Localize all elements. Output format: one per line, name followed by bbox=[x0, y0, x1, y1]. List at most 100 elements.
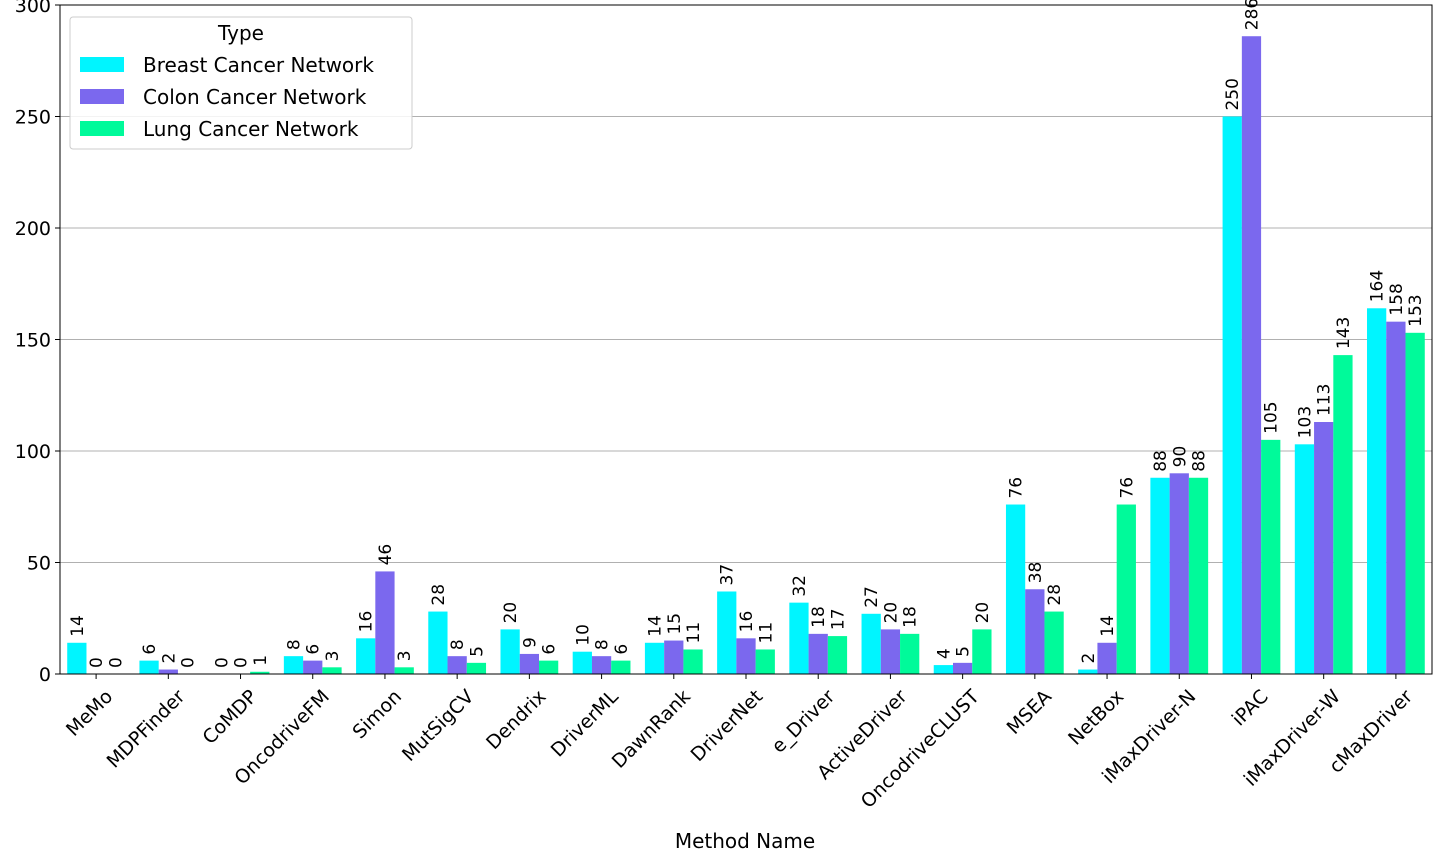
bar-value-label: 15 bbox=[665, 613, 685, 635]
bar-value-label: 143 bbox=[1334, 317, 1354, 349]
x-tick-label: DriverML bbox=[547, 685, 623, 761]
y-tick-label: 200 bbox=[15, 218, 51, 240]
bar bbox=[644, 642, 665, 674]
bar-value-label: 17 bbox=[828, 608, 848, 630]
x-tick-label: e_Driver bbox=[767, 685, 839, 757]
legend-title: Type bbox=[217, 21, 264, 45]
bar-value-label: 27 bbox=[862, 586, 882, 608]
bar bbox=[158, 669, 178, 674]
bar bbox=[1025, 589, 1045, 674]
bar-value-label: 286 bbox=[1242, 0, 1262, 30]
bar-value-label: 4 bbox=[934, 648, 954, 659]
legend-swatch bbox=[80, 121, 124, 136]
bar bbox=[683, 649, 703, 674]
bar bbox=[900, 633, 920, 674]
legend-swatch bbox=[80, 89, 124, 104]
bar-value-label: 6 bbox=[540, 644, 560, 655]
bar bbox=[808, 633, 828, 674]
bar bbox=[250, 671, 270, 674]
bar-value-label: 28 bbox=[1045, 584, 1065, 606]
plot-frame bbox=[59, 4, 1433, 675]
bar-value-label: 3 bbox=[395, 650, 415, 661]
legend-label: Breast Cancer Network bbox=[143, 53, 374, 77]
bar-value-label: 37 bbox=[718, 564, 738, 586]
bar-value-label: 9 bbox=[520, 637, 540, 648]
bar bbox=[67, 642, 87, 674]
bar-value-label: 76 bbox=[1117, 477, 1137, 499]
bar-value-label: 28 bbox=[429, 584, 449, 606]
bar-value-label: 90 bbox=[1170, 446, 1190, 468]
bar-value-label: 2 bbox=[159, 653, 179, 664]
bar bbox=[717, 591, 737, 674]
bar bbox=[1150, 477, 1170, 674]
bar-value-label: 6 bbox=[612, 644, 632, 655]
bar bbox=[664, 640, 684, 674]
bar-value-label: 8 bbox=[284, 639, 304, 650]
bar-value-label: 1 bbox=[251, 655, 271, 666]
x-tick-label: NetBox bbox=[1064, 686, 1128, 750]
bar-value-label: 158 bbox=[1387, 283, 1407, 315]
bar bbox=[1386, 321, 1406, 674]
bar bbox=[538, 660, 559, 674]
bar-value-label: 32 bbox=[790, 575, 810, 597]
bar bbox=[1078, 669, 1098, 674]
bar bbox=[322, 667, 342, 674]
bar bbox=[394, 667, 414, 674]
bar bbox=[519, 653, 539, 674]
bar bbox=[1222, 116, 1242, 674]
bar-value-label: 38 bbox=[1026, 562, 1046, 584]
bar-value-label: 164 bbox=[1368, 270, 1388, 302]
bar-value-label: 20 bbox=[881, 602, 901, 624]
bar bbox=[375, 571, 395, 674]
x-tick-label: MDPFinder bbox=[103, 685, 190, 772]
bar-value-label: 113 bbox=[1315, 384, 1335, 416]
bar-value-label: 16 bbox=[737, 611, 757, 633]
bar-value-label: 6 bbox=[140, 644, 160, 655]
bar-value-label: 0 bbox=[179, 657, 199, 668]
bar-value-label: 153 bbox=[1406, 294, 1426, 326]
bar-value-label: 88 bbox=[1151, 450, 1171, 472]
bar bbox=[428, 611, 448, 674]
bar-value-label: 11 bbox=[684, 622, 704, 644]
bar-value-label: 8 bbox=[448, 639, 468, 650]
bar bbox=[1294, 444, 1315, 674]
bar-value-label: 16 bbox=[357, 611, 377, 633]
bar-value-label: 3 bbox=[323, 650, 343, 661]
bar-value-label: 0 bbox=[87, 657, 107, 668]
bar bbox=[303, 660, 323, 674]
y-tick-label: 100 bbox=[15, 441, 51, 463]
legend-swatch bbox=[80, 57, 124, 72]
bar-value-label: 8 bbox=[593, 639, 613, 650]
bar bbox=[591, 656, 612, 674]
x-tick-label: Simon bbox=[348, 686, 406, 744]
bar-value-label: 0 bbox=[212, 657, 232, 668]
legend-label: Lung Cancer Network bbox=[143, 117, 359, 141]
y-tick-label: 50 bbox=[27, 553, 51, 575]
bar bbox=[139, 660, 159, 674]
bar bbox=[1405, 332, 1425, 674]
bar bbox=[953, 662, 973, 674]
bar-value-label: 14 bbox=[646, 615, 666, 637]
bar bbox=[1044, 611, 1064, 674]
bar bbox=[283, 656, 304, 674]
bar bbox=[1333, 355, 1353, 674]
bar bbox=[827, 636, 848, 674]
bar-value-label: 0 bbox=[106, 657, 126, 668]
x-tick-label: MeMo bbox=[62, 686, 117, 741]
bar bbox=[755, 649, 775, 674]
bar bbox=[447, 656, 467, 674]
bar bbox=[500, 629, 520, 674]
bar bbox=[611, 660, 631, 674]
bar bbox=[1314, 422, 1334, 674]
bar-value-label: 5 bbox=[954, 646, 974, 657]
bar-value-label: 10 bbox=[573, 624, 593, 646]
bar bbox=[861, 613, 881, 674]
x-tick-label: CoMDP bbox=[198, 686, 261, 749]
x-axis-title: Method Name bbox=[675, 829, 815, 853]
legend-label: Colon Cancer Network bbox=[143, 85, 367, 109]
bar-value-label: 11 bbox=[756, 622, 776, 644]
y-tick-label: 0 bbox=[39, 664, 51, 686]
bar-value-label: 20 bbox=[501, 602, 521, 624]
bar-value-label: 88 bbox=[1190, 450, 1210, 472]
